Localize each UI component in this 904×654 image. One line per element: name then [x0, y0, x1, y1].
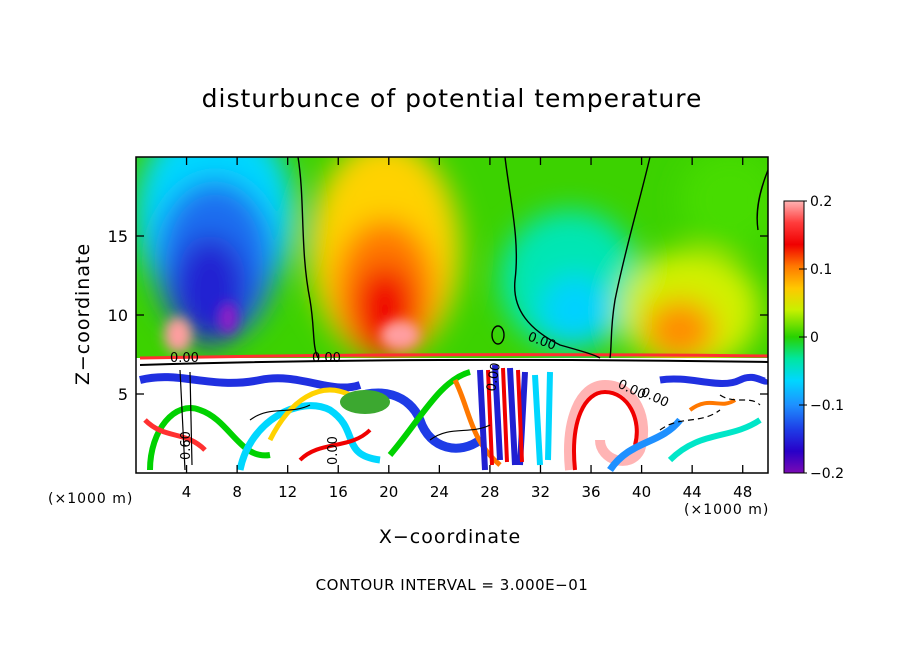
y-tick-label: 10	[108, 306, 128, 325]
x-unit-label-right: (×1000 m)	[684, 502, 770, 518]
x-tick-label: 36	[581, 483, 600, 501]
x-tick-label: 12	[278, 483, 297, 501]
contour-label: 0.00	[312, 351, 341, 366]
x-tick-label: 32	[531, 483, 550, 501]
x-tick-label: 4	[182, 483, 192, 501]
contour-label: 0.00	[170, 351, 199, 366]
y-tick-label: 5	[118, 385, 128, 404]
contour-label: 0.00	[484, 362, 504, 393]
colorbar-ticks: 0.2 0.1 0 −0.1 −0.2	[799, 194, 844, 482]
colorbar-tick-label: 0	[810, 330, 819, 346]
x-tick-label: 44	[683, 483, 702, 501]
contour-label: 0.60	[179, 431, 194, 460]
y-tick-label: 15	[108, 227, 128, 246]
turbulent-layer	[139, 353, 768, 473]
x-tick-label: 40	[632, 483, 651, 501]
y-axis-label: Z−coordinate	[72, 242, 94, 386]
x-tick-label: 20	[379, 483, 398, 501]
x-tick-label: 48	[733, 483, 752, 501]
heatmap-field	[136, 157, 768, 473]
x-axis: 4 8 12 16 20 24 28 32 36 40 44 48	[182, 157, 752, 501]
y-axis: 5 10 15	[108, 227, 768, 404]
colorbar-tick-label: −0.2	[810, 466, 844, 482]
x-tick-label: 24	[430, 483, 449, 501]
colorbar-tick-label: 0.2	[810, 194, 832, 210]
x-axis-label: X−coordinate	[378, 526, 522, 548]
colorbar-tick-label: 0.1	[810, 262, 832, 278]
x-tick-label: 16	[329, 483, 348, 501]
contour-label: 0.00	[326, 436, 341, 465]
contour-labels: 0.60 0.00 0.00 0.00 0.00 0.00 0.00 0.00	[170, 330, 671, 465]
contour-interval-note: CONTOUR INTERVAL = 3.000E−01	[315, 576, 589, 594]
x-tick-label: 28	[480, 483, 499, 501]
x-unit-label-left: (×1000 m)	[48, 491, 134, 507]
colorbar-tick-label: −0.1	[810, 398, 844, 414]
x-tick-label: 8	[232, 483, 242, 501]
chart-title: disturbunce of potential temperature	[201, 84, 703, 113]
